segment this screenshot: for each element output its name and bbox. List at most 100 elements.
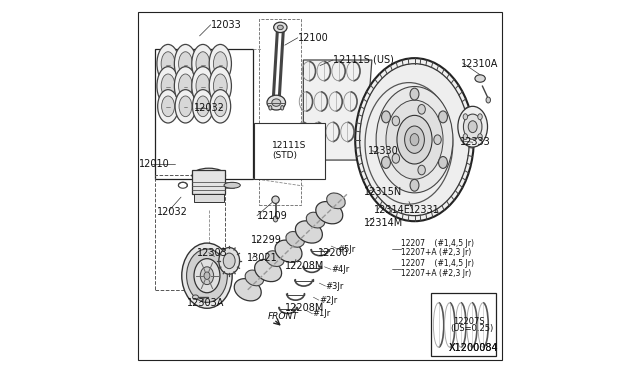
- Ellipse shape: [316, 202, 343, 224]
- Ellipse shape: [281, 106, 284, 110]
- Ellipse shape: [458, 106, 488, 147]
- Text: 12208M: 12208M: [285, 303, 324, 313]
- Ellipse shape: [162, 96, 175, 117]
- Ellipse shape: [255, 259, 282, 282]
- Polygon shape: [303, 60, 372, 160]
- Ellipse shape: [478, 134, 483, 140]
- Bar: [266, 163, 280, 169]
- Text: X1200084: X1200084: [449, 343, 499, 353]
- Ellipse shape: [410, 88, 419, 100]
- Text: 12299: 12299: [252, 235, 282, 245]
- Ellipse shape: [360, 64, 469, 216]
- Text: 12207+A (#2,3 Jr): 12207+A (#2,3 Jr): [401, 248, 471, 257]
- Text: 12314M: 12314M: [364, 218, 403, 228]
- Text: 12314E: 12314E: [374, 205, 411, 215]
- Ellipse shape: [223, 253, 235, 269]
- Ellipse shape: [267, 95, 285, 110]
- Ellipse shape: [192, 168, 225, 183]
- Text: 12310A: 12310A: [461, 59, 498, 69]
- Text: X1200084: X1200084: [449, 343, 499, 353]
- Ellipse shape: [157, 67, 179, 105]
- Ellipse shape: [418, 105, 426, 114]
- Ellipse shape: [274, 22, 287, 33]
- Ellipse shape: [286, 231, 305, 247]
- Ellipse shape: [273, 216, 278, 222]
- Ellipse shape: [277, 25, 284, 30]
- Ellipse shape: [204, 272, 210, 279]
- Ellipse shape: [174, 44, 196, 83]
- Ellipse shape: [187, 249, 227, 302]
- Text: 12330: 12330: [368, 146, 399, 156]
- Ellipse shape: [272, 196, 279, 203]
- Ellipse shape: [463, 114, 482, 139]
- Ellipse shape: [410, 179, 419, 191]
- Text: 12331: 12331: [409, 205, 440, 215]
- Text: 12010: 12010: [139, 159, 170, 169]
- Text: (US=0.25): (US=0.25): [451, 324, 493, 333]
- Ellipse shape: [182, 243, 232, 308]
- Ellipse shape: [275, 240, 302, 262]
- Ellipse shape: [210, 90, 230, 123]
- Ellipse shape: [174, 67, 196, 105]
- Ellipse shape: [463, 114, 468, 120]
- Text: (STD): (STD): [265, 150, 290, 158]
- Ellipse shape: [213, 52, 227, 76]
- Bar: [155, 175, 225, 290]
- Ellipse shape: [175, 90, 196, 123]
- Ellipse shape: [386, 100, 443, 179]
- Ellipse shape: [179, 96, 192, 117]
- Ellipse shape: [200, 267, 214, 285]
- Ellipse shape: [157, 44, 179, 83]
- Ellipse shape: [196, 74, 210, 98]
- Ellipse shape: [194, 259, 220, 293]
- Ellipse shape: [486, 97, 490, 103]
- Ellipse shape: [307, 212, 325, 228]
- Text: 12207    (#1,4,5 Jr): 12207 (#1,4,5 Jr): [401, 239, 474, 248]
- Ellipse shape: [214, 96, 227, 117]
- Text: 13021: 13021: [246, 253, 277, 263]
- Ellipse shape: [381, 111, 390, 123]
- Ellipse shape: [209, 44, 232, 83]
- Ellipse shape: [192, 44, 214, 83]
- Text: 12100: 12100: [298, 33, 328, 43]
- Ellipse shape: [468, 121, 477, 133]
- Ellipse shape: [355, 58, 474, 221]
- Text: #5Jr: #5Jr: [338, 244, 356, 253]
- Ellipse shape: [272, 99, 281, 106]
- Text: 12109: 12109: [257, 211, 288, 221]
- Ellipse shape: [392, 154, 399, 163]
- Ellipse shape: [192, 67, 214, 105]
- Ellipse shape: [234, 279, 261, 301]
- Ellipse shape: [434, 135, 441, 144]
- Bar: [431, 294, 496, 356]
- Ellipse shape: [196, 96, 209, 117]
- Text: 12032: 12032: [194, 103, 225, 113]
- Text: 12200: 12200: [318, 248, 349, 258]
- Ellipse shape: [161, 74, 175, 98]
- Text: 12315N: 12315N: [364, 187, 402, 196]
- Text: #4Jr: #4Jr: [331, 265, 349, 274]
- Ellipse shape: [262, 144, 283, 168]
- Ellipse shape: [478, 114, 483, 120]
- Bar: [259, 138, 287, 175]
- Ellipse shape: [296, 221, 323, 243]
- Text: 12333: 12333: [460, 137, 491, 147]
- Ellipse shape: [418, 165, 426, 175]
- Text: #3Jr: #3Jr: [326, 282, 344, 291]
- Ellipse shape: [269, 106, 272, 110]
- Ellipse shape: [410, 134, 419, 146]
- Ellipse shape: [224, 182, 240, 188]
- Text: 12111S
(STD): 12111S (STD): [272, 141, 307, 160]
- Bar: [192, 170, 225, 194]
- Ellipse shape: [157, 90, 179, 123]
- Ellipse shape: [381, 157, 390, 169]
- Text: 12303: 12303: [197, 248, 228, 258]
- Ellipse shape: [376, 87, 453, 193]
- Ellipse shape: [266, 148, 280, 164]
- Ellipse shape: [219, 247, 239, 274]
- Text: #1Jr: #1Jr: [312, 310, 331, 318]
- Ellipse shape: [463, 134, 468, 140]
- Ellipse shape: [193, 295, 198, 299]
- Ellipse shape: [245, 270, 264, 286]
- Ellipse shape: [404, 126, 424, 153]
